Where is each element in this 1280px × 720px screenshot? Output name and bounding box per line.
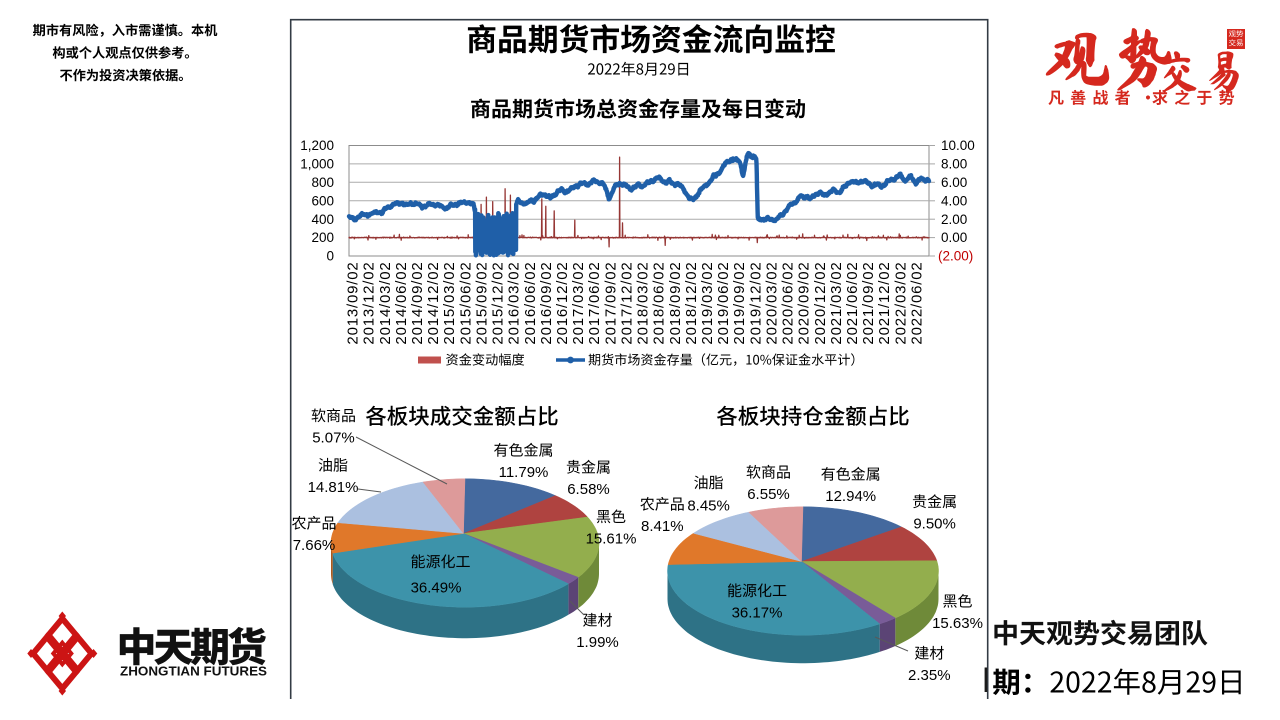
svg-text:6.00: 6.00: [941, 175, 967, 190]
svg-text:600: 600: [311, 193, 334, 208]
svg-text:800: 800: [311, 175, 334, 190]
svg-text:2016/03/02: 2016/03/02: [506, 262, 523, 345]
svg-text:12.94%: 12.94%: [825, 488, 876, 505]
svg-text:2017/09/02: 2017/09/02: [602, 262, 619, 345]
svg-text:ZHONGTIAN FUTURES: ZHONGTIAN FUTURES: [120, 665, 267, 679]
svg-text:11.79%: 11.79%: [499, 464, 549, 481]
svg-text:14.81%: 14.81%: [308, 479, 359, 496]
svg-text:2014/03/02: 2014/03/02: [377, 262, 394, 345]
svg-text:200: 200: [311, 230, 334, 245]
svg-text:2021/09/02: 2021/09/02: [860, 262, 877, 345]
svg-text:2017/06/02: 2017/06/02: [586, 262, 603, 345]
svg-text:2021/12/02: 2021/12/02: [876, 262, 893, 345]
svg-text:2019/12/02: 2019/12/02: [747, 262, 764, 345]
svg-text:2019/03/02: 2019/03/02: [699, 262, 716, 345]
svg-text:2019/09/02: 2019/09/02: [731, 262, 748, 345]
svg-text:0: 0: [326, 249, 334, 264]
svg-text:2015/09/02: 2015/09/02: [473, 262, 490, 345]
svg-text:2014/12/02: 2014/12/02: [425, 262, 442, 345]
svg-text:2016/06/02: 2016/06/02: [522, 262, 539, 345]
svg-text:2015/03/02: 2015/03/02: [441, 262, 458, 345]
svg-text:6.55%: 6.55%: [747, 486, 790, 503]
svg-text:2021/06/02: 2021/06/02: [844, 262, 861, 345]
svg-text:7.66%: 7.66%: [293, 537, 336, 554]
svg-text:36.49%: 36.49%: [411, 580, 462, 597]
svg-text:0.00: 0.00: [941, 230, 967, 245]
svg-text:8.41%: 8.41%: [641, 518, 684, 535]
svg-text:2014/06/02: 2014/06/02: [393, 262, 410, 345]
svg-text:2014/09/02: 2014/09/02: [409, 262, 426, 345]
svg-text:400: 400: [311, 212, 334, 227]
svg-text:2022/03/02: 2022/03/02: [892, 262, 909, 345]
svg-text:9.50%: 9.50%: [913, 516, 956, 533]
svg-text:2018/12/02: 2018/12/02: [683, 262, 700, 345]
svg-text:2017/03/02: 2017/03/02: [570, 262, 587, 345]
svg-text:8.45%: 8.45%: [687, 498, 730, 515]
svg-text:1,000: 1,000: [300, 157, 334, 172]
svg-text:2020/12/02: 2020/12/02: [812, 262, 829, 345]
svg-text:2013/12/02: 2013/12/02: [361, 262, 378, 345]
svg-text:4.00: 4.00: [941, 193, 967, 208]
svg-text:2018/06/02: 2018/06/02: [651, 262, 668, 345]
svg-text:1,200: 1,200: [300, 138, 334, 153]
svg-text:36.17%: 36.17%: [732, 605, 783, 622]
svg-text:2021/03/02: 2021/03/02: [828, 262, 845, 345]
svg-text:2015/06/02: 2015/06/02: [457, 262, 474, 345]
svg-text:2013/09/02: 2013/09/02: [345, 262, 362, 345]
svg-text:15.61%: 15.61%: [586, 531, 637, 548]
svg-text:2016/09/02: 2016/09/02: [538, 262, 555, 345]
svg-text:2015/12/02: 2015/12/02: [490, 262, 507, 345]
svg-text:2022/06/02: 2022/06/02: [908, 262, 925, 345]
svg-text:2019/06/02: 2019/06/02: [715, 262, 732, 345]
svg-text:8.00: 8.00: [941, 157, 967, 172]
svg-text:5.07%: 5.07%: [312, 430, 355, 447]
svg-text:2017/12/02: 2017/12/02: [618, 262, 635, 345]
svg-text:2016/12/02: 2016/12/02: [554, 262, 571, 345]
svg-text:6.58%: 6.58%: [567, 481, 610, 498]
svg-text:2.00: 2.00: [941, 212, 967, 227]
svg-text:2018/03/02: 2018/03/02: [635, 262, 652, 345]
svg-text:2020/09/02: 2020/09/02: [796, 262, 813, 345]
svg-text:2018/09/02: 2018/09/02: [667, 262, 684, 345]
svg-text:10.00: 10.00: [941, 138, 975, 153]
svg-text:2020/03/02: 2020/03/02: [763, 262, 780, 345]
svg-text:15.63%: 15.63%: [932, 615, 983, 632]
svg-text:2020/06/02: 2020/06/02: [780, 262, 797, 345]
svg-text:(2.00): (2.00): [938, 249, 973, 264]
svg-text:2.35%: 2.35%: [908, 667, 951, 684]
svg-text:1.99%: 1.99%: [576, 634, 619, 651]
